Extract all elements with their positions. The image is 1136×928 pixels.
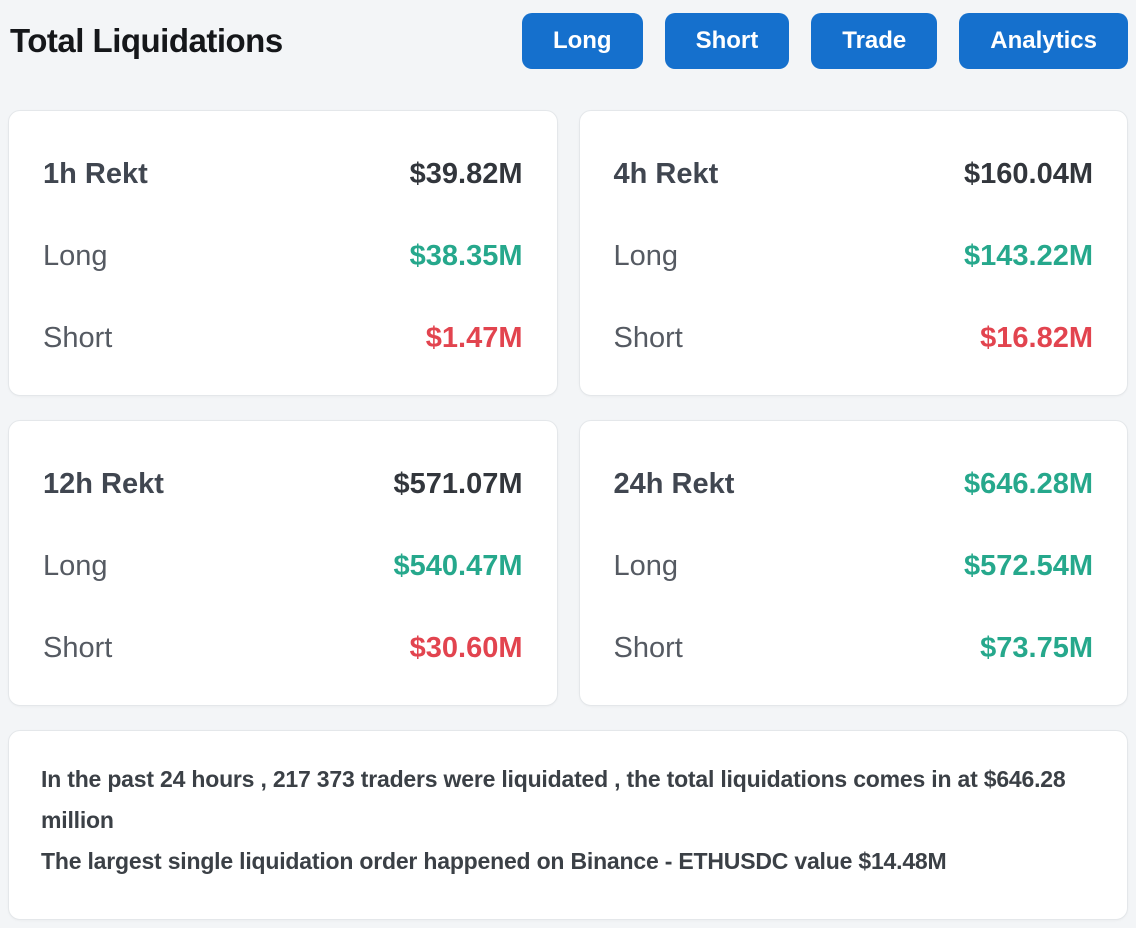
liquidation-summary-card: In the past 24 hours , 217 373 traders w… [8, 730, 1128, 920]
long-value: $143.22M [964, 239, 1093, 272]
short-value: $73.75M [980, 631, 1093, 664]
long-label: Long [43, 239, 108, 272]
long-label: Long [613, 239, 679, 272]
page-title: Total Liquidations [10, 22, 283, 59]
short-label: Short [613, 631, 683, 664]
card-header-row: 4h Rekt $160.04M [614, 157, 1094, 191]
card-title: 4h Rekt [613, 157, 719, 190]
summary-line-1: In the past 24 hours , 217 373 traders w… [41, 766, 1066, 833]
long-label: Long [613, 549, 679, 582]
card-header-row: 1h Rekt $39.82M [43, 157, 523, 191]
header-button-group: Long Short Trade Analytics [521, 13, 1128, 69]
rekt-total-value: $39.82M [409, 157, 523, 190]
card-24h-rekt: 24h Rekt $646.28M Long $572.54M Short $7… [578, 420, 1128, 706]
long-row: Long $38.35M [43, 239, 523, 273]
rekt-total-value: $646.28M [964, 467, 1093, 500]
short-value: $1.47M [425, 321, 523, 354]
short-button[interactable]: Short [664, 13, 790, 69]
long-button[interactable]: Long [521, 13, 643, 69]
card-12h-rekt: 12h Rekt $571.07M Long $540.47M Short $3… [8, 420, 558, 706]
short-label: Short [613, 321, 683, 354]
trade-button[interactable]: Trade [811, 13, 938, 69]
card-4h-rekt: 4h Rekt $160.04M Long $143.22M Short $16… [578, 110, 1128, 396]
short-value: $30.60M [409, 631, 523, 664]
header: Total Liquidations Long Short Trade Anal… [8, 0, 1128, 70]
short-value: $16.82M [980, 321, 1093, 354]
long-value: $540.47M [393, 549, 523, 582]
short-row: Short $16.82M [614, 321, 1094, 355]
card-header-row: 12h Rekt $571.07M [43, 467, 523, 501]
long-value: $38.35M [409, 239, 523, 272]
short-row: Short $30.60M [43, 631, 523, 665]
rekt-total-value: $571.07M [393, 467, 523, 500]
short-label: Short [43, 631, 113, 664]
short-label: Short [43, 321, 113, 354]
card-title: 24h Rekt [613, 467, 735, 500]
short-row: Short $1.47M [43, 321, 523, 355]
card-1h-rekt: 1h Rekt $39.82M Long $38.35M Short $1.47… [8, 110, 558, 396]
summary-line-2: The largest single liquidation order hap… [41, 848, 947, 874]
long-row: Long $572.54M [614, 549, 1094, 583]
stats-grid: 1h Rekt $39.82M Long $38.35M Short $1.47… [8, 110, 1128, 706]
card-header-row: 24h Rekt $646.28M [614, 467, 1094, 501]
short-row: Short $73.75M [614, 631, 1094, 665]
long-row: Long $143.22M [614, 239, 1094, 273]
card-title: 12h Rekt [43, 467, 164, 500]
analytics-button[interactable]: Analytics [959, 13, 1128, 69]
long-row: Long $540.47M [43, 549, 523, 583]
rekt-total-value: $160.04M [964, 157, 1093, 190]
card-title: 1h Rekt [43, 157, 148, 190]
long-value: $572.54M [964, 549, 1093, 582]
long-label: Long [43, 549, 108, 582]
